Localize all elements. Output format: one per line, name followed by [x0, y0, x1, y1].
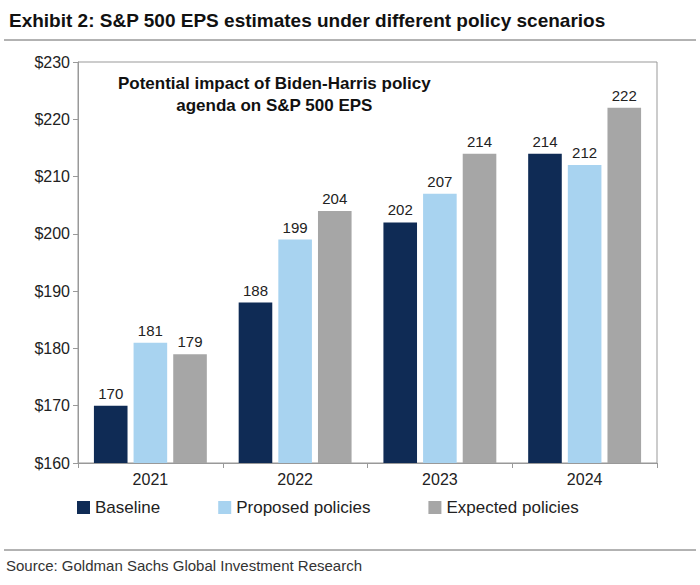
- svg-text:Exhibit 2: S&P 500 EPS estimat: Exhibit 2: S&P 500 EPS estimates under d…: [9, 10, 605, 31]
- svg-text:agenda on S&P 500 EPS: agenda on S&P 500 EPS: [176, 96, 372, 115]
- svg-text:2022: 2022: [277, 471, 313, 488]
- svg-text:214: 214: [532, 133, 557, 150]
- svg-text:202: 202: [388, 201, 413, 218]
- svg-text:204: 204: [322, 190, 347, 207]
- svg-text:$210: $210: [34, 168, 70, 185]
- svg-text:$220: $220: [34, 111, 70, 128]
- svg-text:181: 181: [138, 322, 163, 339]
- svg-text:214: 214: [467, 133, 492, 150]
- svg-text:188: 188: [243, 282, 268, 299]
- svg-text:Expected policies: Expected policies: [446, 498, 578, 517]
- svg-text:$160: $160: [34, 455, 70, 472]
- svg-text:207: 207: [427, 173, 452, 190]
- svg-text:$200: $200: [34, 225, 70, 242]
- svg-text:Proposed policies: Proposed policies: [236, 498, 370, 517]
- svg-text:2023: 2023: [422, 471, 458, 488]
- svg-text:Potential impact of Biden-Harr: Potential impact of Biden-Harris policy: [118, 74, 431, 93]
- svg-text:170: 170: [98, 385, 123, 402]
- svg-text:222: 222: [612, 87, 637, 104]
- svg-text:$190: $190: [34, 283, 70, 300]
- svg-text:$230: $230: [34, 54, 70, 71]
- svg-text:212: 212: [572, 144, 597, 161]
- svg-text:2024: 2024: [567, 471, 603, 488]
- svg-text:Baseline: Baseline: [95, 498, 160, 517]
- svg-text:$170: $170: [34, 397, 70, 414]
- svg-text:199: 199: [283, 219, 308, 236]
- svg-text:2021: 2021: [133, 471, 169, 488]
- svg-text:$180: $180: [34, 340, 70, 357]
- svg-text:Source: Goldman Sachs Global I: Source: Goldman Sachs Global Investment …: [6, 557, 362, 574]
- svg-text:179: 179: [178, 333, 203, 350]
